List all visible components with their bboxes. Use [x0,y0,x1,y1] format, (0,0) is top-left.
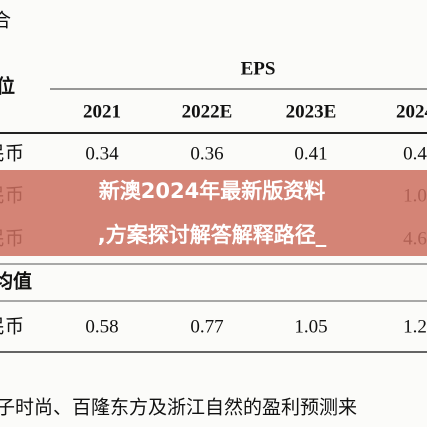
overlay-band [0,170,427,256]
cell: 0.77 [190,316,223,337]
corner-text: 合 [0,9,11,31]
cell: 0.4 [403,143,427,164]
group-header: EPS [241,58,276,79]
row-label: 民币 [0,142,24,164]
cell: 1.05 [294,316,327,337]
footnote: 子时尚、百隆东方及浙江自然的盈利预测来 [0,396,357,418]
overlay-line: 新澳2024年最新版资料 [99,179,325,203]
cell: 0.34 [85,143,119,164]
overlay-line: ,方案探讨解答解释路径_ [98,223,327,247]
unit-label: 位 [0,74,15,97]
cell: 0.41 [294,143,327,164]
column-header: 2023E [286,101,337,122]
cell: 0.58 [85,316,118,337]
column-header: 2021 [83,101,121,122]
row-label: 民币 [0,315,24,337]
column-header: 2022E [182,101,233,122]
cell: 0.36 [190,143,223,164]
column-header: 2024 [396,101,427,122]
cell: 1.2 [403,316,427,337]
section-label: 均值 [0,269,32,292]
